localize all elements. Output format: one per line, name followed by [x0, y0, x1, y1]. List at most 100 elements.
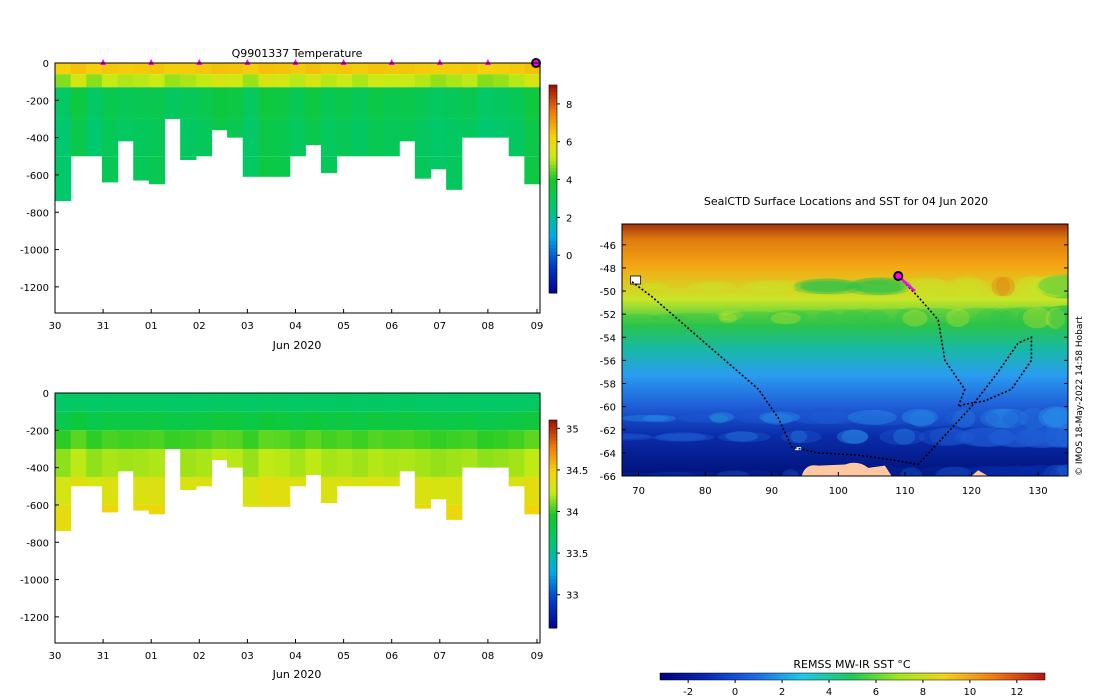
section-cell	[493, 393, 510, 412]
sst-patch	[1042, 406, 1068, 429]
temperature-y-ticks: 0 -200 -400 -600 -800 -1000 -1200	[20, 59, 59, 294]
sst-patch	[1040, 406, 1068, 429]
colorbar-segment	[549, 261, 557, 266]
x-tick-label: 07	[433, 651, 446, 662]
section-cell	[524, 393, 541, 412]
section-cell	[352, 476, 369, 487]
section-cell	[383, 63, 400, 75]
section-cell	[446, 63, 463, 75]
colorbar-segment	[549, 433, 557, 438]
section-cell	[477, 448, 494, 468]
colorbar-segment	[549, 230, 557, 235]
section-cell	[227, 63, 244, 75]
section-cell	[289, 63, 306, 75]
colorbar-tick-label: 6	[566, 138, 572, 149]
lat-tick-label: -46	[600, 241, 616, 252]
section-cell	[508, 74, 525, 88]
colorbar-segment	[549, 506, 557, 511]
sst-patch	[740, 281, 793, 293]
section-cell	[55, 87, 72, 119]
section-cell	[508, 118, 525, 157]
salinity-colorbar: 33 33.5 34 34.5 35	[548, 419, 588, 629]
section-cell	[258, 87, 275, 119]
colorbar-segment	[549, 147, 557, 152]
sst-patch	[932, 466, 980, 476]
colorbar-segment	[549, 91, 557, 96]
colorbar-segment	[549, 123, 557, 128]
colorbar-segment	[549, 489, 557, 494]
section-cell	[133, 74, 150, 88]
section-cell	[55, 118, 72, 157]
sst-patch	[841, 429, 868, 444]
section-cell	[289, 87, 306, 119]
section-cell	[117, 118, 134, 142]
colorbar-segment	[549, 437, 557, 442]
section-cell	[101, 63, 119, 75]
section-cell	[195, 476, 213, 487]
sst-patch	[951, 307, 1006, 327]
sst-patch	[893, 428, 916, 445]
colorbar-segment	[549, 478, 557, 483]
sst-colorbar-tick-label: 10	[964, 687, 977, 698]
current-position-marker	[893, 271, 904, 282]
sst-colorbar-bar	[659, 672, 1046, 681]
section-cell	[180, 87, 197, 119]
section-cell	[164, 411, 181, 431]
section-cell	[227, 87, 244, 119]
x-tick-label: 09	[531, 651, 544, 662]
section-cell	[508, 411, 525, 431]
colorbar-segment	[549, 282, 557, 287]
sst-patch	[650, 471, 697, 476]
colorbar-segment	[549, 199, 557, 204]
colorbar-segment	[549, 220, 557, 225]
sst-patch	[899, 277, 948, 295]
section-cell	[367, 87, 385, 119]
colorbar-tick-label: 0	[566, 251, 572, 262]
section-cell	[430, 118, 447, 157]
sst-patch	[808, 410, 861, 425]
section-cell	[133, 411, 150, 431]
section-cell	[477, 430, 494, 449]
colorbar-segment	[549, 534, 557, 539]
sst-patch	[902, 309, 928, 327]
sst-patch	[1017, 464, 1068, 476]
section-cell	[148, 476, 166, 505]
sst-colorbar-tick-label: 6	[873, 687, 879, 698]
salinity-xlabel: Jun 2020	[272, 668, 322, 681]
section-cell	[336, 118, 353, 157]
lat-tick-label: -56	[600, 356, 616, 367]
section-cell	[508, 63, 525, 75]
x-tick-label: 05	[337, 651, 350, 662]
section-cell	[86, 476, 103, 487]
section-cell	[493, 74, 510, 88]
sst-patch	[710, 413, 728, 424]
section-cell	[493, 63, 510, 75]
colorbar-segment	[549, 279, 557, 284]
section-cell	[195, 393, 213, 412]
section-cell	[289, 74, 306, 88]
sst-patch	[1043, 408, 1064, 430]
section-cell	[493, 448, 510, 468]
colorbar-segment	[549, 254, 557, 259]
land-shape	[971, 470, 989, 476]
section-cell	[117, 74, 134, 88]
section-cell	[274, 156, 291, 177]
lon-tick-label: 100	[829, 486, 848, 497]
surface-marker	[148, 59, 155, 65]
section-cell	[148, 504, 166, 515]
section-cell	[399, 448, 416, 472]
colorbar-segment	[549, 472, 557, 476]
section-cell	[258, 118, 275, 157]
colorbar-segment	[549, 589, 557, 594]
sst-patch	[1002, 407, 1054, 429]
colorbar-segment	[549, 544, 557, 549]
surface-marker	[388, 59, 395, 65]
sst-patch	[622, 434, 655, 441]
section-cell	[86, 411, 103, 431]
sst-patch	[782, 469, 799, 476]
sst-patch	[716, 470, 750, 476]
section-cell	[195, 74, 213, 88]
sst-patch	[664, 471, 724, 476]
colorbar-tick-label: 8	[566, 100, 572, 111]
sst-patch	[816, 309, 869, 324]
